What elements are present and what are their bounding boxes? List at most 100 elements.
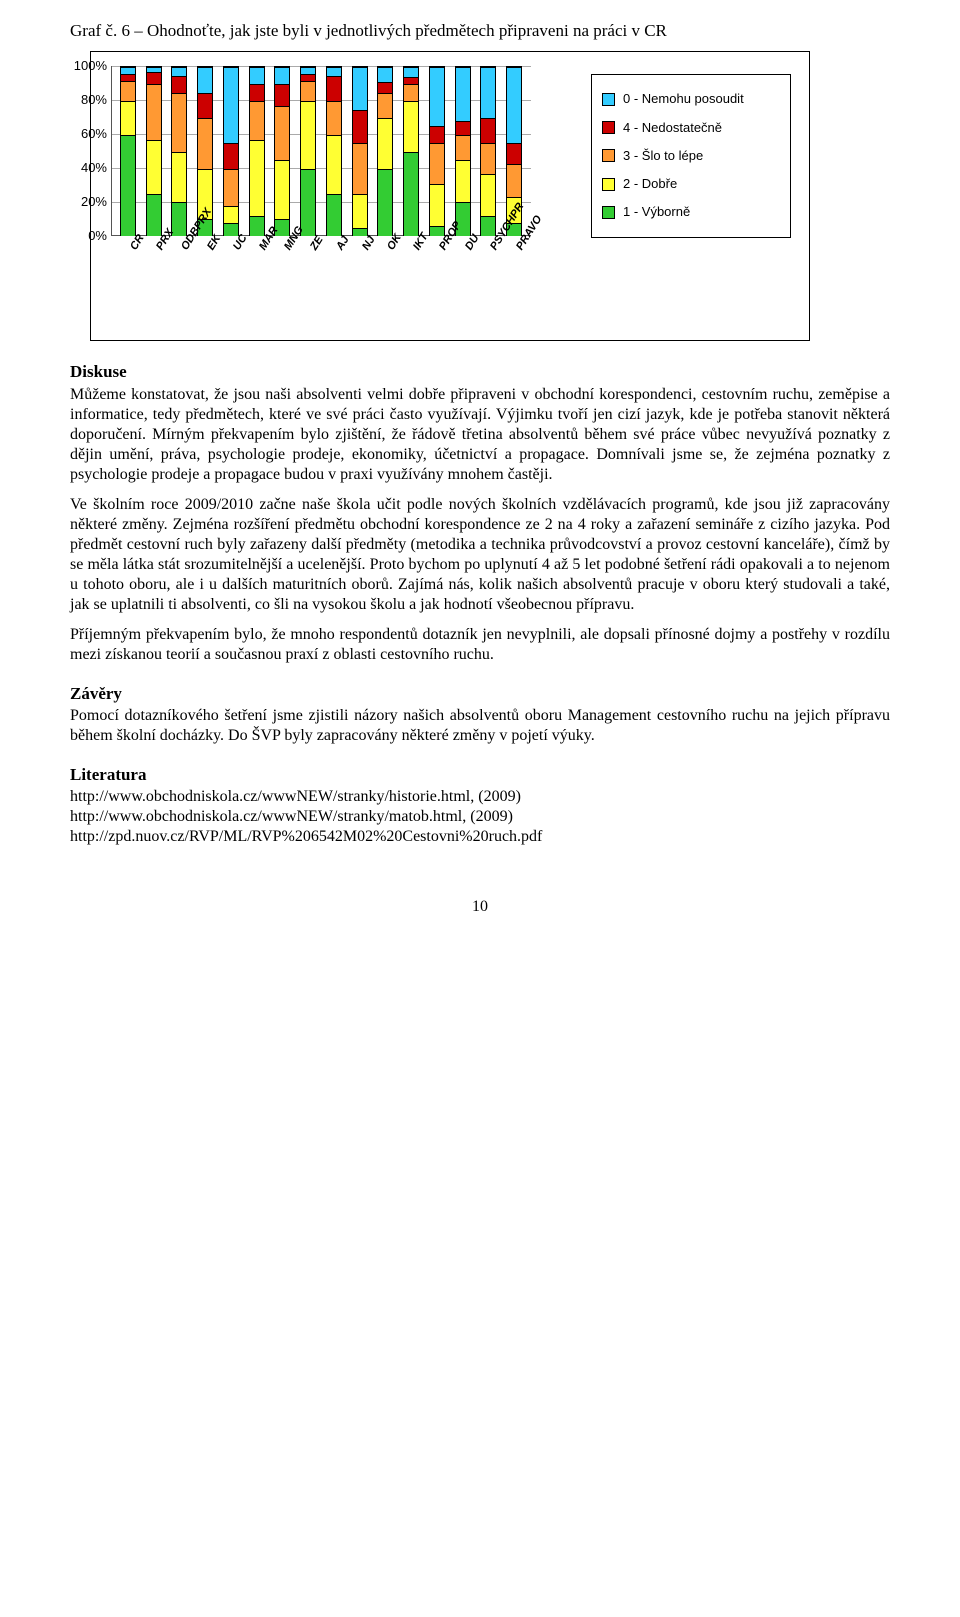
bar-segment — [507, 143, 521, 163]
legend-item: 3 - Šlo to lépe — [602, 142, 780, 170]
plot-area: 0%20%40%60%80%100% CRPRXODBPRXEKUCMARMNG… — [111, 66, 531, 286]
y-tick: 0% — [63, 228, 107, 244]
y-tick: 60% — [63, 126, 107, 142]
bar-segment — [507, 164, 521, 198]
bar-PSYCHPR — [480, 66, 496, 236]
bar-segment — [121, 135, 135, 236]
bar-segment — [224, 206, 238, 223]
bar-segment — [353, 143, 367, 194]
chart-legend: 0 - Nemohu posoudit 4 - Nedostatečně 3 - Š… — [591, 74, 791, 237]
legend-item: 2 - Dobře — [602, 170, 780, 198]
bar-segment — [481, 67, 495, 118]
bar-segment — [147, 194, 161, 236]
bar-segment — [147, 84, 161, 140]
literature-line: http://www.obchodniskola.cz/wwwNEW/stran… — [70, 787, 890, 807]
bar-segment — [224, 143, 238, 168]
bar-segment — [404, 101, 418, 152]
bar-segment — [404, 77, 418, 84]
y-axis: 0%20%40%60%80%100% — [63, 66, 107, 236]
bar-ZE — [300, 66, 316, 236]
bar-segment — [198, 93, 212, 118]
bar-segment — [224, 67, 238, 143]
heading-diskuse: Diskuse — [70, 361, 890, 382]
paragraph-d2: Ve školním roce 2009/2010 začne naše ško… — [70, 495, 890, 615]
bar-segment — [275, 84, 289, 106]
bar-segment — [430, 126, 444, 143]
bar-segment — [353, 228, 367, 236]
bar-segment — [430, 184, 444, 226]
bar-segment — [301, 74, 315, 81]
bar-segment — [404, 67, 418, 77]
bar-OK — [377, 66, 393, 236]
y-tick: 80% — [63, 92, 107, 108]
literature-line: http://zpd.nuov.cz/RVP/ML/RVP%206542M02%… — [70, 827, 890, 847]
bar-segment — [301, 81, 315, 101]
legend-label: 4 - Nedostatečně — [623, 120, 722, 136]
bar-segment — [275, 67, 289, 84]
bar-segment — [250, 140, 264, 216]
bar-MNG — [274, 66, 290, 236]
bar-segment — [172, 93, 186, 152]
paragraph-z1: Pomocí dotazníkového šetření jsme zjisti… — [70, 706, 890, 746]
bar-segment — [353, 67, 367, 109]
bar-segment — [456, 67, 470, 121]
legend-swatch — [602, 206, 615, 219]
bar-segment — [353, 110, 367, 144]
bar-segment — [327, 135, 341, 194]
bar-PROP — [429, 66, 445, 236]
bar-segment — [275, 160, 289, 219]
bar-segment — [172, 152, 186, 203]
bar-segment — [481, 174, 495, 216]
bar-segment — [327, 76, 341, 101]
y-tick: 40% — [63, 160, 107, 176]
bar-segment — [507, 67, 521, 143]
bar-segment — [301, 169, 315, 237]
legend-swatch — [602, 149, 615, 162]
bar-segment — [456, 160, 470, 202]
bar-segment — [301, 101, 315, 169]
bar-ODBPRX — [171, 66, 187, 236]
bar-segment — [378, 93, 392, 118]
legend-swatch — [602, 93, 615, 106]
bar-segment — [250, 101, 264, 140]
paragraph-d3: Příjemným překvapením bylo, že mnoho res… — [70, 625, 890, 665]
bar-segment — [481, 216, 495, 236]
bar-segment — [121, 101, 135, 135]
bar-segment — [430, 226, 444, 236]
bar-IKT — [403, 66, 419, 236]
legend-swatch — [602, 178, 615, 191]
chart-bars — [111, 66, 531, 236]
bar-segment — [224, 223, 238, 237]
bar-segment — [378, 169, 392, 237]
legend-label: 2 - Dobře — [623, 176, 677, 192]
bar-segment — [404, 84, 418, 101]
literature-list: http://www.obchodniskola.cz/wwwNEW/stran… — [70, 787, 890, 847]
bar-segment — [275, 106, 289, 160]
bar-segment — [378, 118, 392, 169]
bar-segment — [147, 140, 161, 194]
legend-label: 0 - Nemohu posoudit — [623, 91, 744, 107]
bar-segment — [250, 216, 264, 236]
bar-segment — [430, 67, 444, 126]
bar-AJ — [326, 66, 342, 236]
bar-DU — [455, 66, 471, 236]
y-tick: 100% — [63, 58, 107, 74]
bar-PRX — [146, 66, 162, 236]
bar-MAR — [249, 66, 265, 236]
heading-literatura: Literatura — [70, 764, 890, 785]
bar-segment — [353, 194, 367, 228]
legend-swatch — [602, 121, 615, 134]
bar-segment — [198, 67, 212, 92]
chart-container: 0%20%40%60%80%100% CRPRXODBPRXEKUCMARMNG… — [90, 51, 810, 341]
page-title: Graf č. 6 – Ohodnoťte, jak jste byli v j… — [70, 20, 890, 41]
bar-segment — [121, 74, 135, 81]
bar-segment — [378, 82, 392, 92]
bar-segment — [430, 143, 444, 184]
bar-segment — [456, 121, 470, 135]
bar-segment — [327, 194, 341, 236]
legend-label: 3 - Šlo to lépe — [623, 148, 703, 164]
bar-segment — [147, 72, 161, 84]
bar-segment — [224, 169, 238, 206]
literature-line: http://www.obchodniskola.cz/wwwNEW/stran… — [70, 807, 890, 827]
paragraph-d1: Můžeme konstatovat, že jsou naši absolve… — [70, 385, 890, 485]
